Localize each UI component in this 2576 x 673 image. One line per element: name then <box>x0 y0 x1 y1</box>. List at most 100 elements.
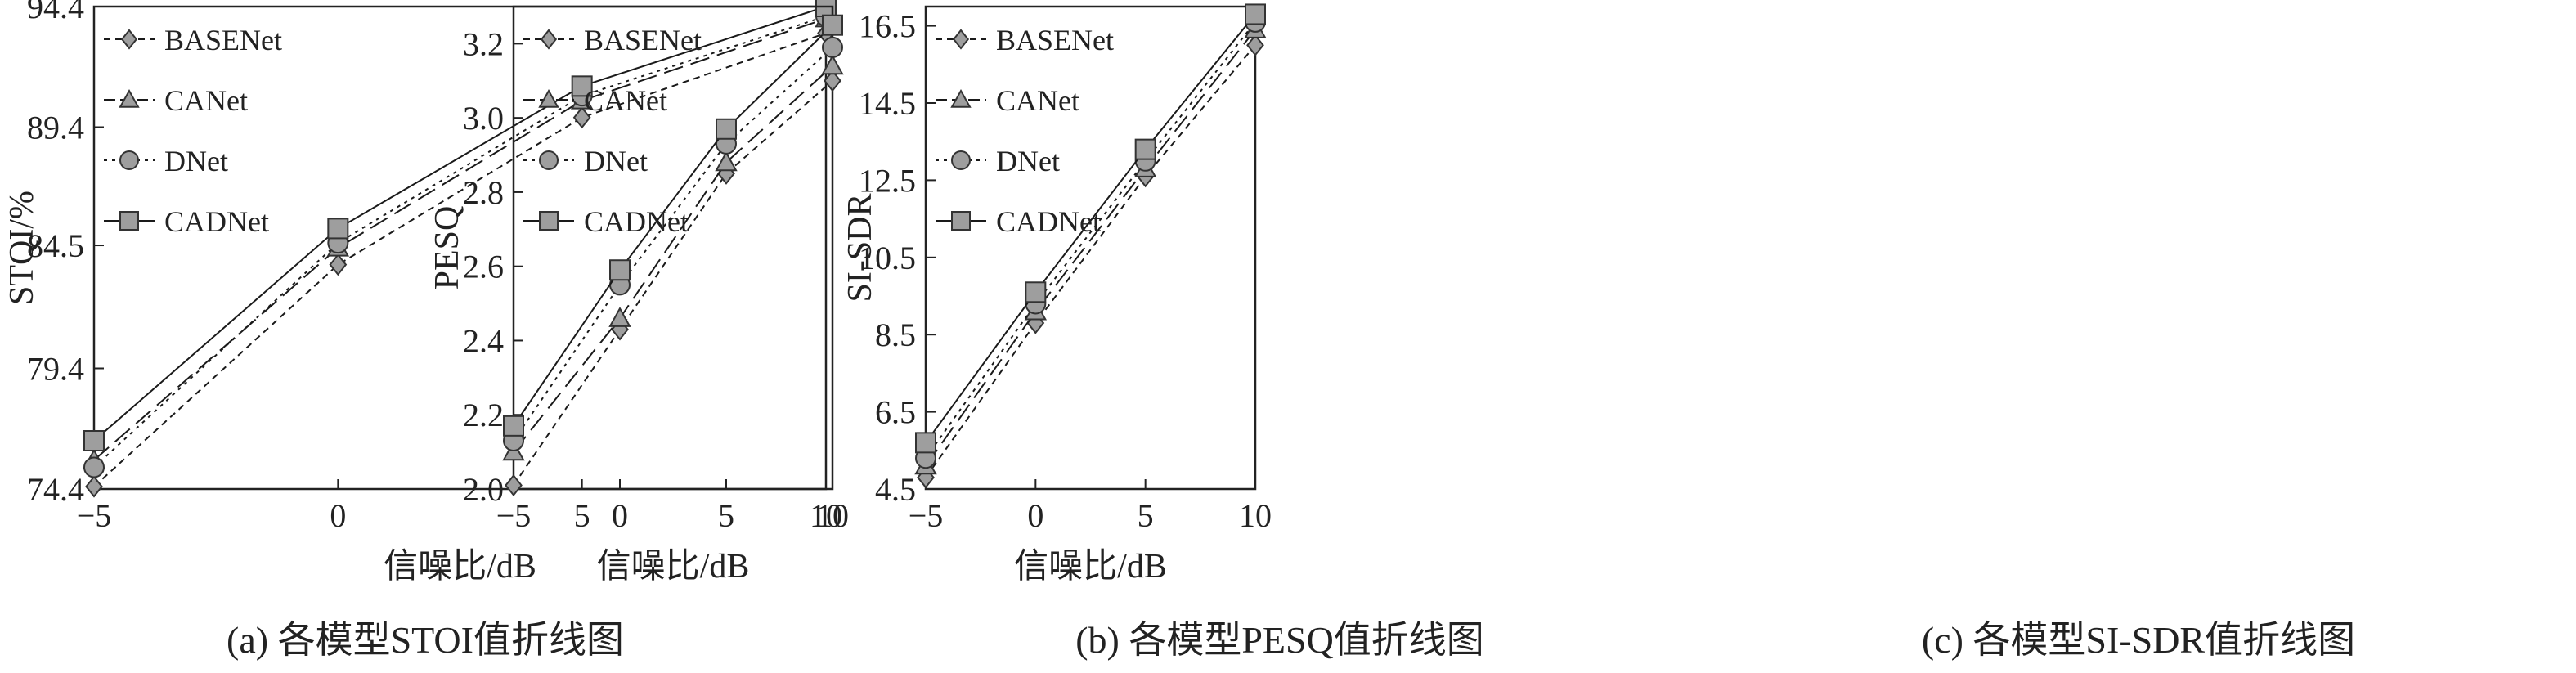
x-tick-label: 5 <box>718 497 734 534</box>
y-tick-label: 2.0 <box>463 471 504 508</box>
legend-label: CANet <box>584 84 667 117</box>
legend-label: BASENet <box>996 24 1114 56</box>
y-tick-label: 2.2 <box>463 397 504 433</box>
x-tick-label: −5 <box>496 497 532 534</box>
y-tick-label: 12.5 <box>859 162 916 199</box>
square-marker <box>1025 281 1047 303</box>
x-axis-label: 信噪比/dB <box>1014 548 1167 586</box>
legend-label: CANet <box>164 84 248 117</box>
series-CADNet <box>83 0 837 451</box>
y-tick-label: 14.5 <box>859 85 916 122</box>
x-axis-label: 信噪比/dB <box>597 548 750 586</box>
square-marker <box>1134 138 1156 160</box>
y-tick-label: 94.4 <box>27 0 84 25</box>
chart-svg-stoi: 74.479.484.589.494.4−5 0 5 10信噪比/dBSTQI/%BA… <box>3 0 842 586</box>
legend-label: BASENet <box>584 24 702 56</box>
square-marker <box>83 430 105 451</box>
series-line <box>93 6 827 442</box>
square-marker <box>951 211 971 231</box>
y-tick-label: 2.8 <box>463 174 504 211</box>
y-tick-label: 2.6 <box>463 249 504 285</box>
y-tick-label: 6.5 <box>875 394 916 431</box>
circle-marker <box>539 150 559 170</box>
y-axis-label: SI-SDR <box>841 193 879 302</box>
x-tick-label: 0 <box>330 497 346 534</box>
x-tick-label: −5 <box>77 497 112 534</box>
series-line <box>513 65 833 453</box>
triangle-marker <box>715 150 738 172</box>
square-marker <box>119 211 139 231</box>
square-marker <box>503 415 524 437</box>
legend-label: DNet <box>164 145 228 177</box>
triangle-marker <box>119 88 140 108</box>
chart-panel-pesq: 2.0 2.2 2.4 2.6 2.8 3.0 3.2 −5 0 5 10 信噪比/dB PESQ BAS… <box>429 0 1701 673</box>
legend-label: CADNet <box>996 205 1101 238</box>
diamond-marker <box>329 253 348 276</box>
y-axis-label: PESQ <box>429 206 466 290</box>
circle-marker <box>119 150 139 170</box>
legend-label: BASENet <box>164 24 282 56</box>
chart-panel-stoi: 74.4 79.4 84.5 89.4 94.4 −5 0 5 10 信噪比/dB STQI/% BA… <box>0 0 850 673</box>
diamond-marker <box>85 475 103 498</box>
plot-frame <box>512 5 834 491</box>
series-line <box>513 24 833 427</box>
triangle-marker <box>608 307 631 327</box>
diamond-marker <box>1246 34 1264 56</box>
square-marker <box>609 259 631 281</box>
x-tick-label: 10 <box>816 497 849 534</box>
diamond-marker <box>505 473 523 497</box>
square-marker <box>822 14 843 36</box>
series-line <box>93 17 827 461</box>
legend-label: DNet <box>996 145 1060 177</box>
square-marker <box>539 211 559 231</box>
chart-caption: (b) 各模型PESQ值折线图 <box>1075 619 1484 661</box>
square-marker <box>571 75 593 97</box>
y-tick-label: 2.4 <box>463 322 504 359</box>
circle-marker <box>83 456 105 478</box>
triangle-marker <box>950 88 972 108</box>
square-marker <box>327 218 349 240</box>
chart-svg-sisdr: 4.5 6.5 8.5 10.5 12.5 14.5 16.5 −5 0 5 10 信噪比/dB SI-… <box>841 3 1272 586</box>
x-tick-label: 10 <box>810 497 842 534</box>
y-tick-label: 8.5 <box>875 316 916 353</box>
plot-frame <box>92 5 828 491</box>
series-line <box>93 15 827 469</box>
chart-panel-sisdr: 4.5 6.5 8.5 10.5 12.5 14.5 16.5 −5 0 5 10 信噪比/dB SI-… <box>841 0 2568 673</box>
legend-label: DNet <box>584 145 648 177</box>
legend-label: CADNet <box>164 205 269 238</box>
y-tick-label: 3.2 <box>463 25 504 62</box>
plot-frame <box>924 5 1257 491</box>
diamond-marker <box>120 29 138 50</box>
square-marker <box>716 118 737 140</box>
diamond-marker <box>952 29 970 50</box>
circle-marker <box>822 36 843 58</box>
diamond-marker <box>824 70 841 92</box>
y-tick-label: 10.5 <box>859 240 916 276</box>
y-tick-label: 16.5 <box>859 8 916 45</box>
y-tick-label: 4.5 <box>875 471 916 508</box>
y-tick-label: 79.4 <box>27 351 84 388</box>
chart-caption: (a) 各模型STOI值折线图 <box>227 619 624 661</box>
chart-svg-pesq: 2.02.22.42.62.83.03.2−5 0 5 10信噪比/dBPESQBAS… <box>429 5 849 586</box>
series-CADNet <box>503 14 843 437</box>
series-line <box>513 80 833 487</box>
series-line <box>925 13 1256 443</box>
y-tick-label: 84.5 <box>27 227 84 264</box>
square-marker <box>1245 3 1266 25</box>
legend-label: CANet <box>996 84 1079 117</box>
x-tick-label: 0 <box>1027 497 1043 534</box>
series-line <box>93 32 827 487</box>
y-axis-label: STQI/% <box>3 191 41 305</box>
x-tick-label: −5 <box>909 497 944 534</box>
y-tick-label: 74.4 <box>27 471 84 508</box>
x-axis-label: 信噪比/dB <box>384 548 536 586</box>
x-tick-label: 10 <box>1239 497 1272 534</box>
series-CADNet <box>915 3 1266 454</box>
chart-caption: (c) 各模型SI-SDR值折线图 <box>1921 619 2356 661</box>
diamond-marker <box>540 29 558 50</box>
series-line <box>925 44 1256 478</box>
x-tick-label: 0 <box>612 497 628 534</box>
triangle-marker <box>538 88 559 108</box>
diamond-marker <box>572 106 591 129</box>
square-marker <box>915 432 936 454</box>
